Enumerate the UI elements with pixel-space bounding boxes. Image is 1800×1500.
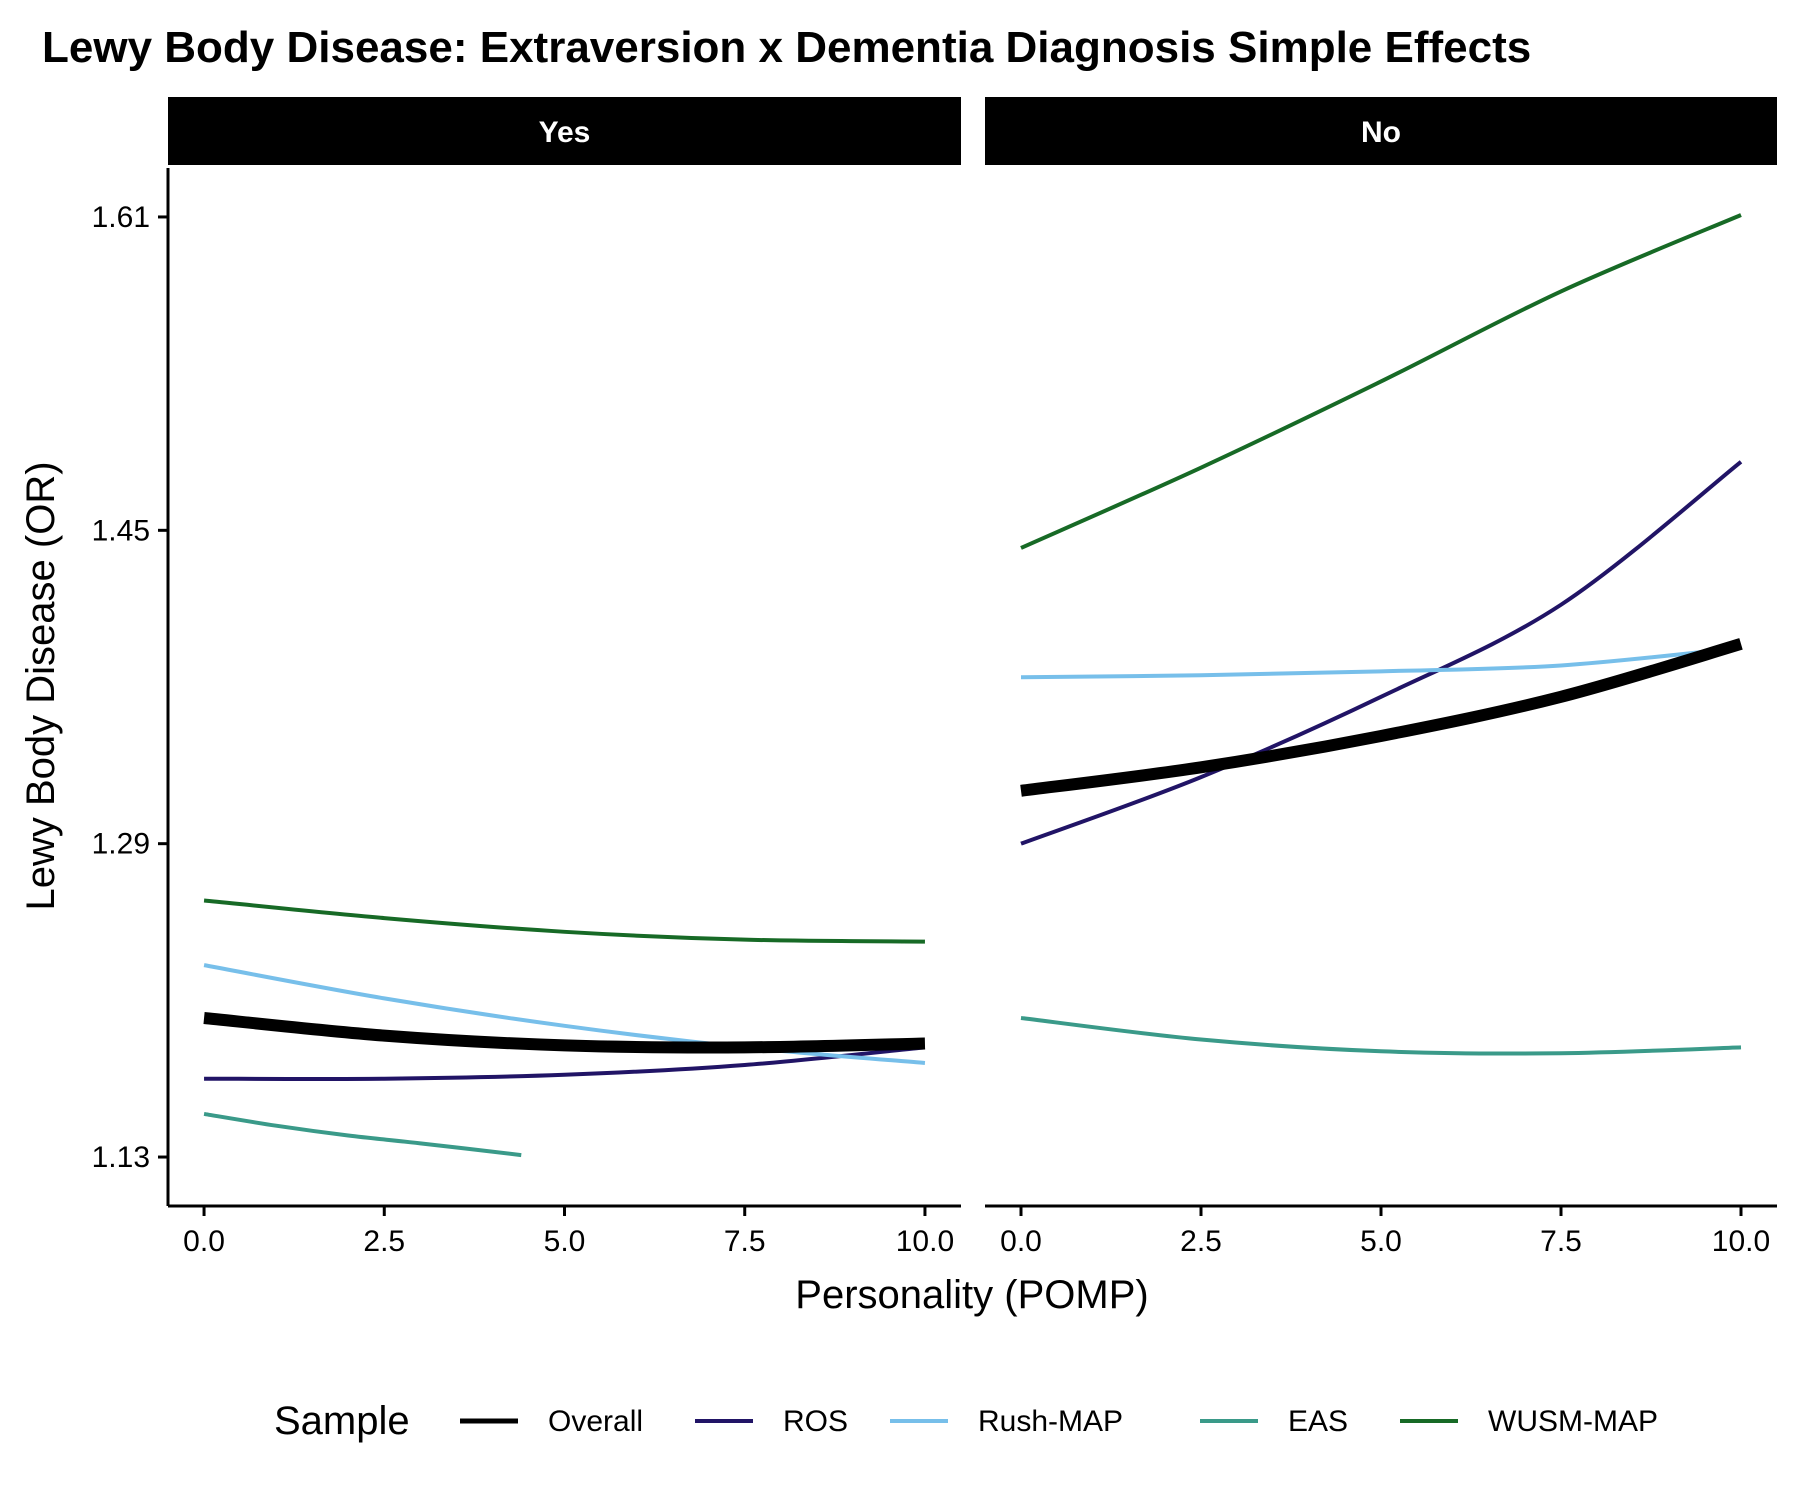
plot-area-yes <box>203 898 926 1158</box>
plot-area-no <box>1020 213 1743 1056</box>
x-tick-label: 2.5 <box>1180 1225 1222 1258</box>
panel-yes: Yes 0.0 2.5 5.0 7.5 10.0 <box>166 97 961 1258</box>
series-line-ros-yes <box>204 1045 926 1081</box>
series-line-wusm-map-no <box>1020 213 1742 550</box>
panel-no: No 0.0 2.5 5.0 7.5 10.0 <box>985 97 1777 1258</box>
x-ticks-no: 0.0 2.5 5.0 7.5 10.0 <box>1000 1206 1770 1258</box>
x-tick-label: 7.5 <box>724 1225 766 1258</box>
legend-title: Sample <box>274 1399 410 1443</box>
strip-no-label: No <box>1361 116 1401 149</box>
series-line-eas-no <box>1020 1015 1742 1056</box>
series-line-rush-map-no <box>1020 645 1742 680</box>
series-line-ros-no <box>1020 460 1743 846</box>
series-line-overall-no <box>1020 638 1743 797</box>
y-ticks: 1.13 1.29 1.45 1.61 <box>92 201 168 1174</box>
x-tick-label: 0.0 <box>183 1225 225 1258</box>
x-tick-label: 5.0 <box>1360 1225 1402 1258</box>
y-tick-label: 1.13 <box>92 1141 150 1174</box>
y-axis-title: Lewy Body Disease (OR) <box>19 461 63 910</box>
legend-label-rush-map: Rush-MAP <box>978 1405 1123 1438</box>
y-tick-label: 1.61 <box>92 201 150 234</box>
x-tick-label: 5.0 <box>544 1225 586 1258</box>
x-tick-label: 2.5 <box>363 1225 405 1258</box>
y-tick-label: 1.29 <box>92 828 150 861</box>
legend-label-wusm-map: WUSM-MAP <box>1488 1405 1658 1438</box>
series-line-eas-yes <box>203 1111 522 1158</box>
series-line-wusm-map-yes <box>203 898 925 944</box>
x-tick-label: 10.0 <box>1712 1225 1770 1258</box>
series-line-overall-yes <box>203 1012 926 1054</box>
series-line-rush-map-yes <box>203 963 926 1066</box>
x-tick-label: 10.0 <box>896 1225 954 1258</box>
legend: Sample Overall ROS Rush-MAP EAS WUSM-MAP <box>274 1399 1658 1443</box>
legend-label-overall: Overall <box>548 1405 643 1438</box>
y-tick-label: 1.45 <box>92 514 150 547</box>
legend-items: Overall ROS Rush-MAP EAS WUSM-MAP <box>460 1405 1658 1438</box>
x-axis-title: Personality (POMP) <box>795 1273 1148 1317</box>
x-tick-label: 7.5 <box>1540 1225 1582 1258</box>
strip-yes-label: Yes <box>539 116 591 149</box>
x-ticks-yes: 0.0 2.5 5.0 7.5 10.0 <box>183 1206 954 1258</box>
strip-yes <box>168 97 961 165</box>
legend-label-eas: EAS <box>1288 1405 1348 1438</box>
x-tick-label: 0.0 <box>1000 1225 1042 1258</box>
chart-title: Lewy Body Disease: Extraversion x Dement… <box>42 23 1531 72</box>
legend-label-ros: ROS <box>783 1405 848 1438</box>
strip-no <box>985 97 1777 165</box>
